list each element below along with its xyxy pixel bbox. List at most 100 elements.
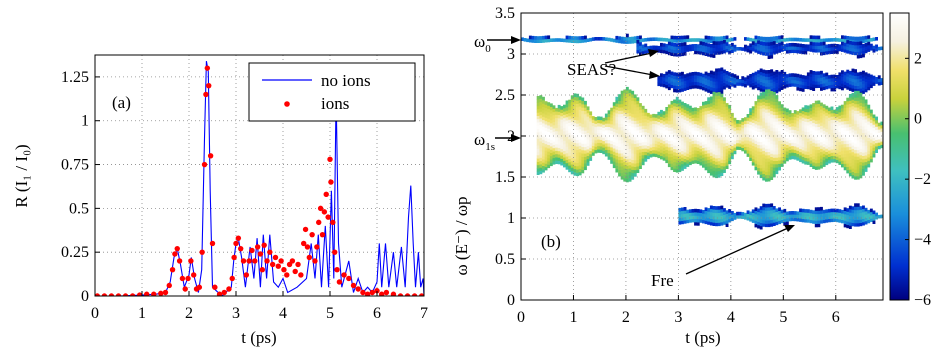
heatmap-cell bbox=[688, 158, 692, 162]
heatmap-cell bbox=[783, 124, 787, 128]
heatmap-cell bbox=[875, 142, 878, 147]
heatmap-cell bbox=[681, 39, 684, 43]
heatmap-cell bbox=[696, 134, 700, 138]
heatmap-cell bbox=[775, 154, 779, 158]
heatmap-cell bbox=[827, 75, 831, 79]
heatmap-cell bbox=[856, 219, 860, 224]
heatmap-cell bbox=[568, 139, 572, 143]
heatmap-cell bbox=[660, 42, 663, 47]
heatmap-cell bbox=[675, 149, 679, 153]
heatmap-cell bbox=[728, 209, 732, 213]
heatmap-cell bbox=[623, 161, 627, 166]
heatmap-cell bbox=[785, 111, 789, 116]
heatmap-cell bbox=[691, 209, 695, 213]
heatmap-cell bbox=[667, 157, 671, 161]
heatmap-cell bbox=[702, 105, 705, 109]
heatmap-cell bbox=[678, 168, 682, 173]
heatmap-cell bbox=[770, 89, 774, 93]
heatmap-cell bbox=[730, 149, 734, 153]
heatmap-cell bbox=[799, 87, 802, 92]
ions-point bbox=[238, 245, 244, 252]
heatmap-cell bbox=[555, 140, 558, 145]
heatmap-cell bbox=[859, 102, 863, 107]
heatmap-cell bbox=[591, 135, 595, 140]
heatmap-cell bbox=[741, 118, 745, 122]
heatmap-cell bbox=[754, 38, 758, 43]
colorbar-tick-label: 2 bbox=[914, 50, 922, 67]
heatmap-cell bbox=[759, 105, 763, 110]
heatmap-cell bbox=[838, 44, 842, 48]
heatmap-cell bbox=[565, 103, 569, 108]
heatmap-cell bbox=[615, 106, 619, 111]
heatmap-cell bbox=[848, 172, 852, 177]
heatmap-cell bbox=[723, 43, 726, 47]
heatmap-cell bbox=[610, 117, 614, 122]
heatmap-cell bbox=[704, 143, 708, 148]
heatmap-cell bbox=[806, 154, 810, 159]
heatmap-cell bbox=[854, 149, 857, 154]
heatmap-cell bbox=[623, 164, 627, 169]
heatmap-cell bbox=[549, 119, 553, 124]
heatmap-cell bbox=[691, 114, 695, 118]
heatmap-cell bbox=[785, 50, 789, 54]
heatmap-cell bbox=[686, 35, 690, 39]
heatmap-cell bbox=[536, 135, 540, 139]
heatmap-cell bbox=[854, 206, 857, 211]
heatmap-cell bbox=[867, 147, 871, 151]
heatmap-cell bbox=[673, 142, 676, 146]
heatmap-cell bbox=[733, 74, 737, 78]
heatmap-cell bbox=[612, 128, 616, 133]
heatmap-cell bbox=[877, 81, 881, 86]
heatmap-cell bbox=[749, 108, 753, 112]
heatmap-cell bbox=[778, 104, 781, 109]
heatmap-cell bbox=[702, 114, 705, 119]
heatmap-cell bbox=[665, 130, 669, 134]
heatmap-cell bbox=[833, 129, 837, 133]
heatmap-cell bbox=[780, 213, 784, 217]
heatmap-cell bbox=[806, 128, 810, 133]
heatmap-cell bbox=[723, 107, 726, 111]
heatmap-cell bbox=[820, 42, 823, 46]
heatmap-cell bbox=[539, 124, 543, 129]
heatmap-cell bbox=[827, 160, 831, 164]
heatmap-cell bbox=[717, 47, 721, 52]
heatmap-cell bbox=[783, 47, 787, 51]
heatmap-cell bbox=[620, 176, 624, 180]
heatmap-cell bbox=[696, 75, 700, 79]
heatmap-cell bbox=[625, 86, 629, 91]
heatmap-cell bbox=[702, 128, 705, 132]
heatmap-cell bbox=[662, 140, 666, 145]
heatmap-cell bbox=[720, 100, 724, 104]
heatmap-cell bbox=[557, 118, 561, 122]
heatmap-cell bbox=[557, 160, 561, 165]
heatmap-cell bbox=[720, 123, 724, 127]
heatmap-cell bbox=[686, 76, 690, 81]
heatmap-cell bbox=[602, 124, 606, 128]
heatmap-cell bbox=[767, 138, 771, 143]
heatmap-cell bbox=[563, 160, 566, 165]
ions-point bbox=[226, 286, 232, 292]
heatmap-cell bbox=[665, 84, 669, 89]
heatmap-cell bbox=[796, 83, 800, 88]
heatmap-cell bbox=[620, 90, 624, 95]
heatmap-cell bbox=[539, 108, 543, 112]
heatmap-cell bbox=[778, 45, 781, 50]
heatmap-cell bbox=[796, 147, 800, 151]
heatmap-cell bbox=[699, 76, 703, 80]
heatmap-cell bbox=[625, 116, 629, 120]
heatmap-cell bbox=[746, 213, 750, 218]
heatmap-cell bbox=[720, 169, 724, 173]
heatmap-cell bbox=[618, 97, 621, 101]
heatmap-cell bbox=[581, 153, 585, 157]
heatmap-cell bbox=[869, 215, 873, 219]
heatmap-cell bbox=[791, 145, 795, 150]
heatmap-cell bbox=[657, 144, 661, 149]
heatmap-cell bbox=[775, 43, 779, 48]
heatmap-cell bbox=[783, 153, 787, 158]
heatmap-cell bbox=[636, 169, 640, 173]
heatmap-cell bbox=[799, 135, 802, 140]
heatmap-cell bbox=[607, 123, 611, 127]
heatmap-cell bbox=[759, 209, 763, 214]
heatmap-cell bbox=[570, 154, 574, 158]
heatmap-cell bbox=[783, 81, 787, 86]
